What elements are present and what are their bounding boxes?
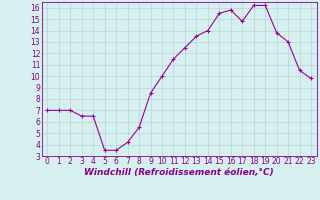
X-axis label: Windchill (Refroidissement éolien,°C): Windchill (Refroidissement éolien,°C) — [84, 168, 274, 177]
